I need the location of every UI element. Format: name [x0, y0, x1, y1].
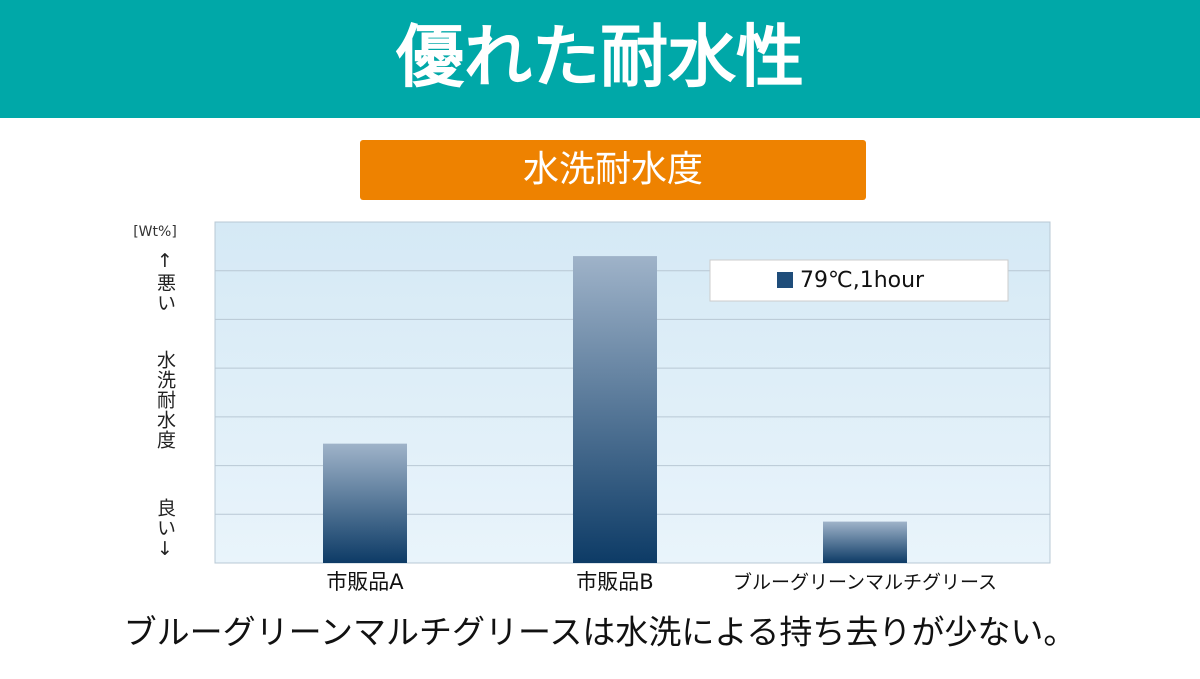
y-unit: [Wt%] — [133, 224, 177, 240]
subtitle-box — [360, 140, 866, 200]
x-tick-label: 市販品A — [326, 570, 404, 594]
x-tick-label: ブルーグリーンマルチグリース — [733, 571, 997, 594]
header-band — [0, 0, 1200, 118]
legend-label: 79℃,1hour — [800, 268, 925, 293]
legend-box — [709, 259, 1009, 302]
caption: ブルーグリーンマルチグリースは水洗による持ち去りが少ない。 — [124, 613, 1077, 652]
chart-title: 水洗耐水度 — [523, 149, 703, 190]
y-axis-label: 良い↓ — [154, 498, 176, 561]
bar — [573, 256, 657, 563]
y-axis-label: ↑悪い — [154, 250, 176, 313]
y-axis-label: 水洗耐水度 — [154, 350, 176, 450]
bar — [823, 521, 907, 563]
legend-swatch — [777, 272, 793, 288]
bar — [323, 443, 407, 563]
page-title: 優れた耐水性 — [395, 19, 804, 98]
x-tick-label: 市販品B — [576, 570, 653, 594]
